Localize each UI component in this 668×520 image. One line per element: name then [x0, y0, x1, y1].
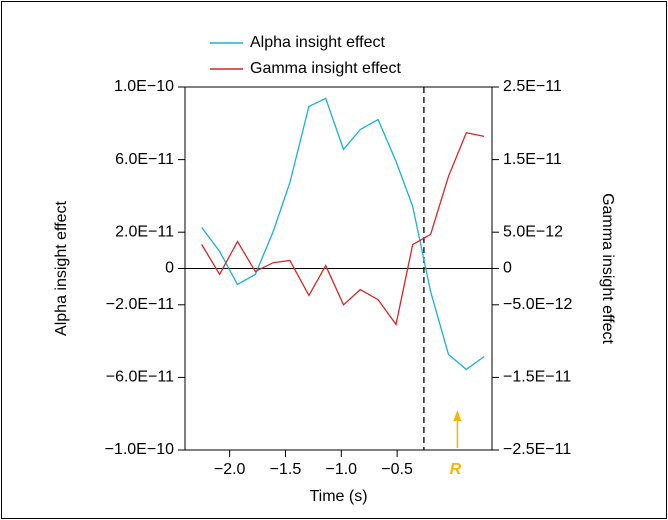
- data-line: [201, 97, 485, 371]
- y-tick-label: −2.0E−11: [106, 296, 174, 313]
- data-line: [201, 131, 485, 326]
- arrow-head: [453, 410, 462, 421]
- y2-tick-label: 1.5E−11: [503, 151, 562, 168]
- x-tick-label: −2.0: [214, 461, 246, 478]
- y2-tick-label: 2.5E−11: [503, 78, 562, 95]
- y2-axis-label: Gamma insight effect: [599, 193, 616, 344]
- arrow-label: R: [450, 461, 462, 478]
- x-tick-label: −1.0: [325, 461, 357, 478]
- y-tick-label: 1.0E−10: [114, 78, 174, 95]
- y2-tick-label: 0: [503, 260, 512, 277]
- y-tick-label: −1.0E−10: [105, 441, 175, 458]
- y-tick-label: 2.0E−11: [115, 223, 174, 240]
- legend-label: Alpha insight effect: [250, 34, 385, 51]
- x-axis-label: Time (s): [309, 488, 367, 505]
- x-tick-label: −0.5: [381, 461, 413, 478]
- y-tick-label: 6.0E−11: [115, 151, 174, 168]
- y2-tick-label: −5.0E−12: [503, 296, 573, 313]
- y2-tick-label: −2.5E−11: [503, 441, 571, 458]
- legend-label: Gamma insight effect: [250, 60, 401, 77]
- y-tick-label: 0: [165, 260, 174, 277]
- x-tick-label: −1.5: [270, 461, 302, 478]
- y-axis-label: Alpha insight effect: [53, 200, 70, 335]
- y2-tick-label: −1.5E−11: [503, 369, 571, 386]
- y-tick-label: −6.0E−11: [106, 369, 174, 386]
- y2-tick-label: 5.0E−12: [503, 223, 563, 240]
